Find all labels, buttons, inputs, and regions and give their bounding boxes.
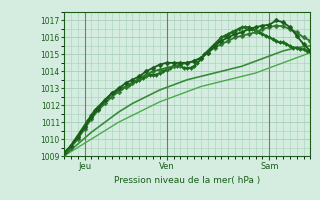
X-axis label: Pression niveau de la mer( hPa ): Pression niveau de la mer( hPa )	[114, 176, 260, 185]
